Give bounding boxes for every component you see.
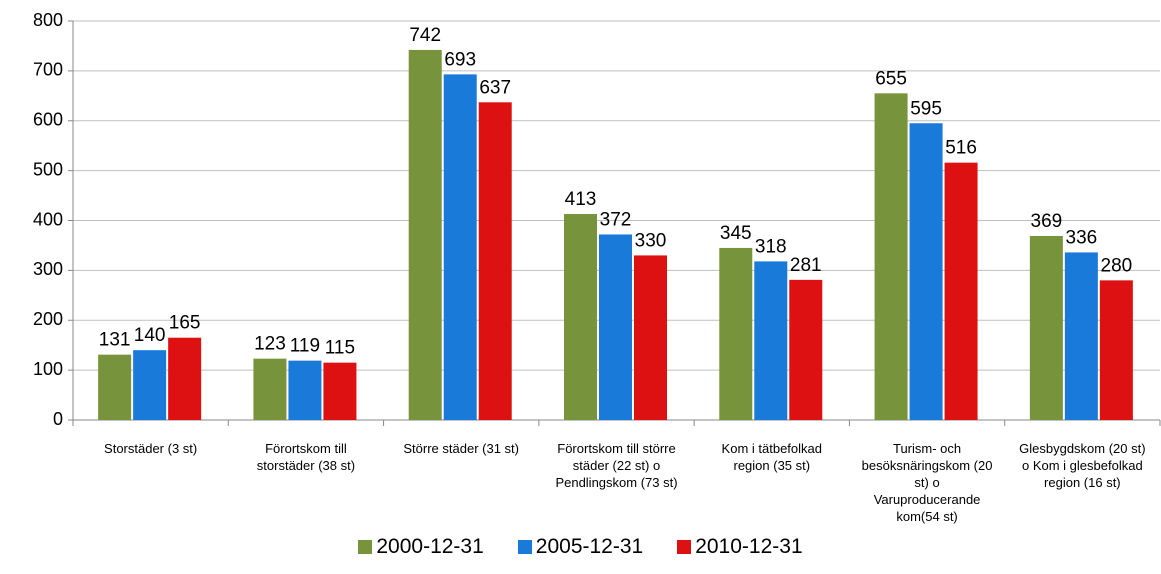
bar [564, 214, 597, 420]
data-label: 318 [755, 236, 787, 257]
bar [98, 354, 132, 420]
legend-swatch [358, 540, 373, 554]
legend-item: 2010-12-31 [677, 535, 803, 559]
data-label: 345 [720, 223, 752, 244]
legend-label: 2010-12-31 [695, 535, 803, 558]
x-tick-label: Turism- och besöksnäringskom (20 st) o V… [861, 441, 993, 524]
bar [168, 337, 202, 420]
bar [408, 49, 442, 421]
x-tick-label: Större städer (31 st) [403, 441, 519, 456]
x-tick-label: Förortskom till större städer (22 st) o … [555, 441, 678, 490]
bar [1064, 252, 1098, 420]
data-label: 140 [134, 325, 166, 346]
data-label: 369 [1031, 211, 1063, 232]
bar [719, 247, 753, 420]
data-label: 516 [945, 138, 977, 159]
bar [944, 162, 978, 420]
data-label: 595 [910, 98, 942, 119]
data-label: 372 [600, 209, 632, 230]
data-label: 131 [99, 330, 131, 351]
bar [443, 74, 477, 421]
legend-item: 2005-12-31 [517, 535, 644, 559]
data-label: 165 [169, 313, 201, 334]
bar [133, 350, 167, 420]
legend-item: 2000-12-31 [358, 535, 484, 559]
data-label: 115 [325, 338, 355, 359]
data-label: 281 [790, 255, 822, 276]
data-label: 413 [565, 189, 597, 210]
bar [789, 279, 823, 420]
y-tick-label: 600 [33, 110, 63, 130]
legend-label: 2000-12-31 [376, 535, 484, 558]
data-label: 693 [444, 49, 476, 70]
bar [634, 255, 667, 420]
x-tick-label: Storstäder (3 st) [104, 441, 198, 456]
data-label: 123 [254, 334, 286, 355]
bar [874, 93, 908, 420]
y-tick-label: 300 [33, 259, 63, 279]
legend: 2000-12-31 2005-12-31 2010-12-31 [0, 535, 1161, 559]
data-label: 637 [479, 77, 511, 98]
y-tick-label: 100 [33, 359, 63, 379]
data-label: 336 [1066, 227, 1098, 248]
legend-swatch [517, 540, 532, 554]
bar [1029, 235, 1063, 420]
legend-label: 2005-12-31 [535, 535, 644, 558]
bar [754, 261, 788, 420]
y-tick-label: 0 [53, 409, 63, 429]
bar [288, 360, 322, 420]
bar [909, 123, 943, 421]
x-tick-label: Glesbygdskom (20 st) o Kom i glesbefolka… [1019, 441, 1146, 490]
data-label: 119 [290, 336, 320, 357]
data-label: 655 [875, 68, 907, 89]
x-tick-label: Förortskom till storstäder (38 st) [256, 441, 356, 473]
bar [253, 358, 287, 420]
bar [599, 234, 632, 420]
y-tick-label: 700 [33, 60, 63, 80]
bar [1099, 280, 1133, 420]
bar [323, 362, 357, 420]
bar [478, 102, 512, 420]
data-label: 742 [409, 25, 441, 46]
y-tick-label: 400 [33, 209, 63, 229]
data-label: 330 [635, 230, 667, 251]
data-label: 280 [1101, 255, 1133, 276]
y-tick-label: 200 [33, 309, 63, 329]
y-tick-label: 800 [33, 10, 63, 30]
y-tick-label: 500 [33, 159, 63, 179]
legend-swatch [677, 540, 692, 554]
x-tick-label: Kom i tätbefolkad region (35 st) [721, 441, 822, 473]
